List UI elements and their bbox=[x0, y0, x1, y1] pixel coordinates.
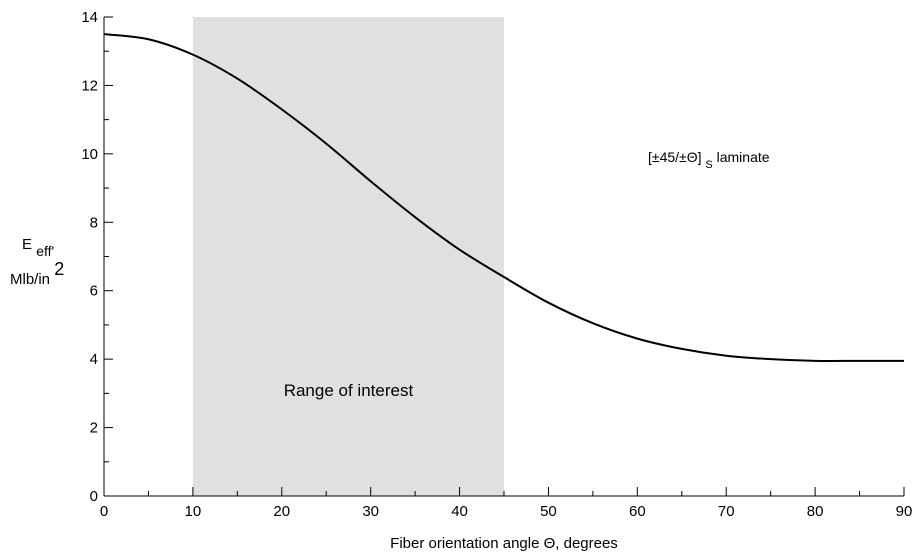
laminate-subscript: S bbox=[705, 159, 712, 171]
series-line bbox=[103, 33, 904, 362]
y-tick-label: 8 bbox=[90, 214, 98, 231]
range-of-interest-region bbox=[192, 17, 504, 496]
y-axis-units-base: Mlb/in bbox=[10, 271, 50, 288]
range-of-interest-label: Range of interest bbox=[284, 381, 414, 400]
y-axis-label-sub: eff' bbox=[36, 243, 54, 259]
x-tick-label: 80 bbox=[807, 503, 824, 520]
tick-marks bbox=[103, 16, 905, 497]
y-tick-label: 14 bbox=[81, 9, 98, 26]
y-tick-label: 4 bbox=[90, 351, 98, 368]
x-axis-label: Fiber orientation angle Θ, degrees bbox=[390, 535, 618, 552]
laminate-prefix: [±45/±Θ] bbox=[648, 149, 702, 165]
laminate-annotation: [±45/±Θ] S laminate bbox=[648, 149, 770, 171]
tick-labels: 0 10 20 30 40 50 60 70 80 90 0 2 4 6 8 10 12 14 bbox=[81, 9, 912, 520]
y-tick-label: 0 bbox=[90, 488, 98, 505]
y-axis-units-exponent: 2 bbox=[54, 259, 64, 279]
x-tick-label: 30 bbox=[362, 503, 379, 520]
x-tick-label: 0 bbox=[100, 503, 108, 520]
y-axis-units: Mlb/in 2 bbox=[10, 259, 64, 288]
y-tick-label: 10 bbox=[81, 146, 98, 163]
x-tick-label: 40 bbox=[451, 503, 468, 520]
x-tick-label: 90 bbox=[896, 503, 913, 520]
x-tick-label: 70 bbox=[718, 503, 735, 520]
laminate-suffix: laminate bbox=[717, 149, 770, 165]
x-tick-label: 60 bbox=[629, 503, 646, 520]
y-tick-label: 12 bbox=[81, 77, 98, 94]
x-tick-label: 20 bbox=[273, 503, 290, 520]
y-tick-label: 2 bbox=[90, 420, 98, 437]
x-tick-label: 10 bbox=[185, 503, 202, 520]
y-tick-label: 6 bbox=[90, 283, 98, 300]
y-axis-label-main: E bbox=[22, 236, 32, 253]
y-axis-label: E eff' bbox=[22, 236, 54, 259]
x-tick-label: 50 bbox=[540, 503, 557, 520]
